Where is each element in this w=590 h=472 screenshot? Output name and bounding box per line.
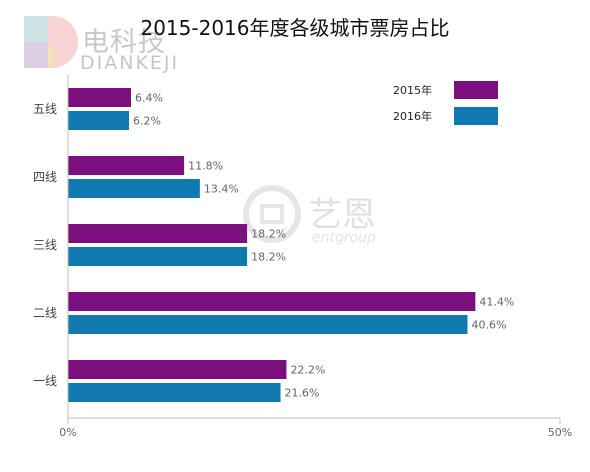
logo-mark-icon xyxy=(24,16,78,68)
watermark-text-en: entgroup xyxy=(312,230,376,246)
watermark-logo-icon xyxy=(243,185,301,243)
logo-text-en: DIANKEJI xyxy=(80,52,180,74)
bar-value-label: 6.4% xyxy=(135,92,163,105)
legend: 2015年 2016年 xyxy=(393,81,498,125)
bar xyxy=(68,360,287,379)
category-label: 五线 xyxy=(33,102,57,116)
legend-label: 2016年 xyxy=(393,109,432,123)
bar xyxy=(68,315,468,334)
legend-swatch xyxy=(454,107,498,125)
category-label: 三线 xyxy=(33,238,57,252)
category-label: 二线 xyxy=(33,306,57,320)
bar xyxy=(68,156,185,175)
bar-value-label: 21.6% xyxy=(285,387,320,400)
category-label: 一线 xyxy=(33,374,57,388)
bar xyxy=(68,247,248,266)
legend-label: 2015年 xyxy=(393,83,432,97)
bar-value-label: 40.6% xyxy=(472,319,507,332)
bar-value-label: 18.2% xyxy=(251,251,286,264)
bars: 6.4% 6.2% 11.8% 13.4% 18.2% 18.2% 41.4% 40.6% 22… xyxy=(68,88,514,402)
bar-value-label: 13.4% xyxy=(204,183,239,196)
bar-value-label: 22.2% xyxy=(290,364,325,377)
bar-value-label: 6.2% xyxy=(133,115,161,128)
bar-value-label: 18.2% xyxy=(251,228,286,241)
legend-swatch xyxy=(454,81,498,99)
logo-text-cn: 电科技 xyxy=(82,27,166,58)
bar xyxy=(68,383,281,402)
watermark-text-cn: 艺恩 xyxy=(308,195,376,235)
bar-value-label: 41.4% xyxy=(479,296,514,309)
x-tick-label: 50% xyxy=(548,426,572,439)
bar-value-label: 11.8% xyxy=(188,160,223,173)
category-label: 四线 xyxy=(33,170,57,184)
bar xyxy=(68,292,476,311)
bar xyxy=(68,88,131,107)
entgroup-watermark: 艺恩 entgroup xyxy=(243,185,376,246)
dianjeki-logo: 电科技 DIANKEJI xyxy=(22,14,192,74)
bar xyxy=(68,179,200,198)
bar xyxy=(68,224,248,243)
bar xyxy=(68,111,130,130)
chart-title: 2015-2016年度各级城市票房占比 xyxy=(140,16,450,40)
x-tick-label: 0% xyxy=(59,426,76,439)
